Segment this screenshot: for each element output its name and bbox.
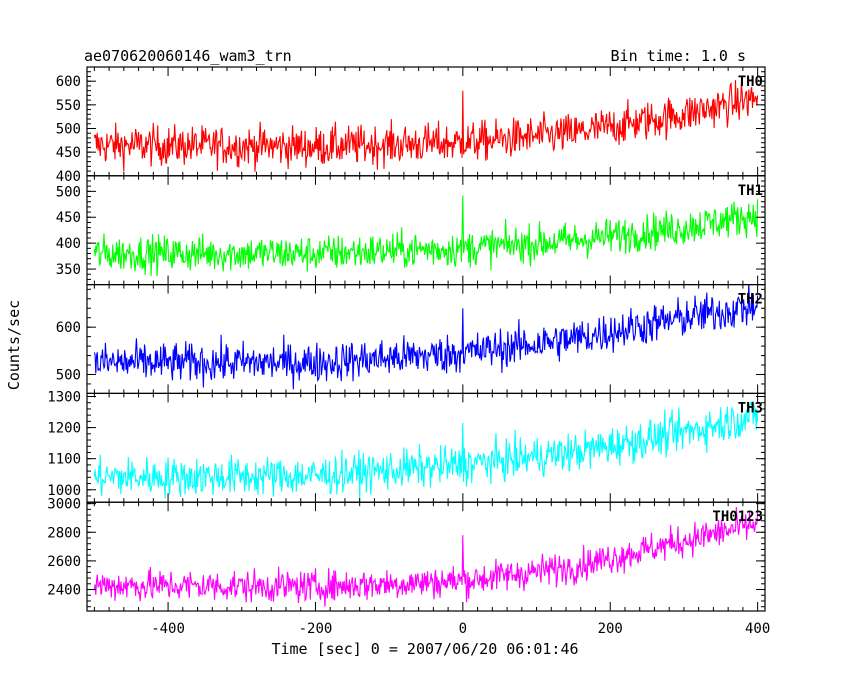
panel-frame xyxy=(86,501,766,612)
y-tick-label: 400 xyxy=(56,169,81,185)
series-th1-line xyxy=(93,195,759,277)
y-tick-label: 3000 xyxy=(47,497,81,513)
panel-th1: 350 400 450 500 TH1 xyxy=(56,175,766,286)
chart-title: ae070620060146_wam3_trn xyxy=(84,47,292,65)
x-axis-label: Time [sec] 0 = 2007/06/20 06:01:46 xyxy=(271,640,578,658)
x-tick-label: 200 xyxy=(598,621,623,637)
x-tick-labels: -400 -200 0 200 400 xyxy=(151,621,770,637)
panel-frame xyxy=(86,284,766,395)
series-th3-line xyxy=(93,400,759,502)
y-tick-label: 350 xyxy=(56,262,81,278)
panel-th3: 1000 1100 1200 1300 TH3 xyxy=(47,390,766,503)
y-tick-label: 2600 xyxy=(47,554,81,570)
panel-label-th0: TH0 xyxy=(738,74,763,90)
y-tick-label: 1000 xyxy=(47,483,81,499)
panels-group: 400 450 500 550 600 TH0 350 400 450 500 TH1 500 600 T… xyxy=(47,66,766,612)
series-th0-line xyxy=(93,80,759,172)
y-tick-label: 550 xyxy=(56,98,81,114)
y-tick-label: 2800 xyxy=(47,525,81,541)
y-tick-label: 500 xyxy=(56,121,81,137)
panel-th0: 400 450 500 550 600 TH0 xyxy=(56,66,766,185)
panel-th2: 500 600 TH2 xyxy=(56,284,766,395)
x-tick-label: 400 xyxy=(745,621,770,637)
y-tick-label: 500 xyxy=(56,367,81,383)
y-tick-label: 600 xyxy=(56,320,81,336)
bin-time-label: Bin time: 1.0 s xyxy=(611,47,746,65)
panel-th0123: 2400 2600 2800 3000 TH0123 xyxy=(47,497,766,612)
y-tick-label: 600 xyxy=(56,74,81,90)
y-tick-label: 400 xyxy=(56,236,81,252)
y-tick-label: 500 xyxy=(56,184,81,200)
x-tick-label: -200 xyxy=(299,621,333,637)
panel-label-th0123: TH0123 xyxy=(712,509,763,525)
y-axis-label: Counts/sec xyxy=(5,300,23,390)
x-tick-label: -400 xyxy=(151,621,185,637)
panel-label-th2: TH2 xyxy=(738,292,763,308)
y-tick-label: 1100 xyxy=(47,452,81,468)
y-tick-label: 450 xyxy=(56,210,81,226)
y-tick-label: 1200 xyxy=(47,421,81,437)
y-tick-label: 450 xyxy=(56,145,81,161)
x-tick-label: 0 xyxy=(459,621,467,637)
panel-label-th1: TH1 xyxy=(738,183,763,199)
y-tick-label: 2400 xyxy=(47,583,81,599)
series-th0123-line xyxy=(93,506,759,607)
y-tick-label: 1300 xyxy=(47,390,81,406)
series-th2-line xyxy=(93,284,759,390)
panel-label-th3: TH3 xyxy=(738,400,763,416)
